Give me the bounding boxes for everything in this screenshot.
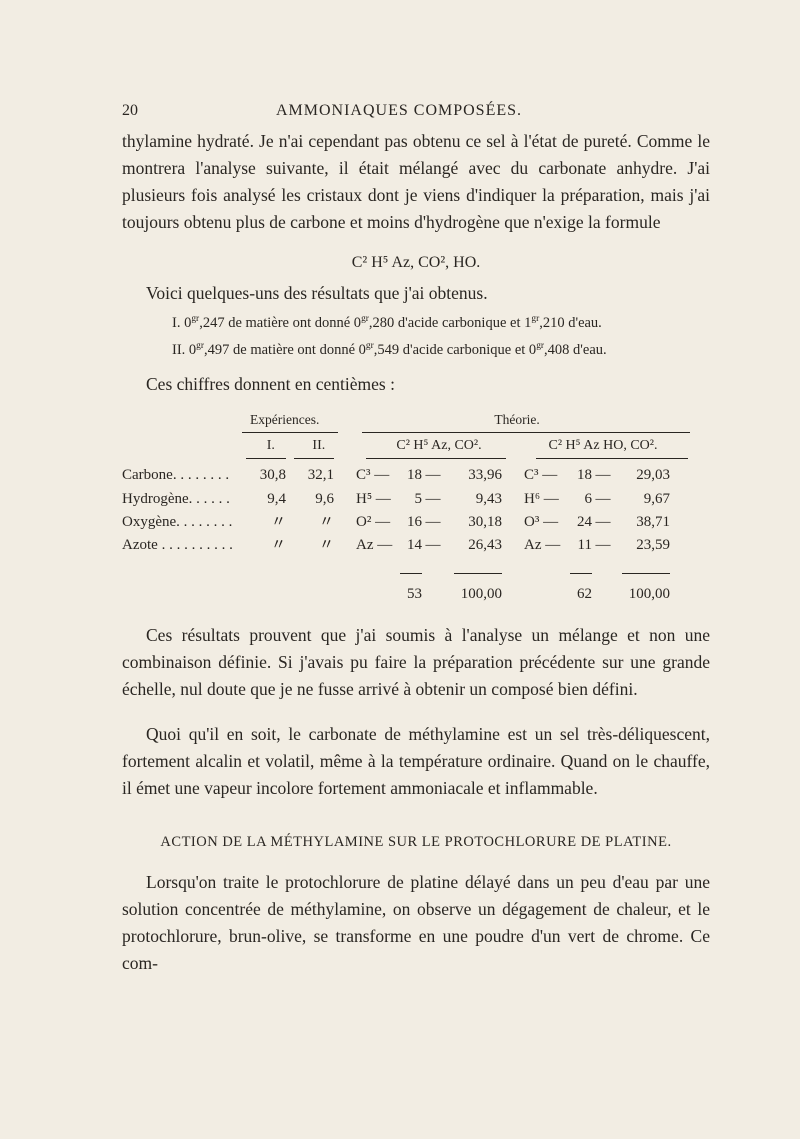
- paragraph-6: Lorsqu'on traite le protochlorure de pla…: [122, 869, 710, 978]
- paragraph-5: Quoi qu'il en soit, le carbonate de méth…: [122, 721, 710, 802]
- paragraph-3: Ces chiffres donnent en centièmes :: [122, 371, 710, 398]
- subhead-theorie: Théorie.: [494, 412, 539, 428]
- col-theory-2: C² H⁵ Az HO, CO².: [530, 438, 676, 454]
- col-II: II.: [312, 438, 325, 454]
- formula: C² H⁵ Az, CO², HO.: [122, 254, 710, 272]
- section-title: ACTION DE LA MÉTHYLAMINE SUR LE PROTOCHL…: [122, 834, 710, 851]
- paragraph-4: Ces résultats prouvent que j'ai soumis à…: [122, 622, 710, 703]
- col-theory-1: C² H⁵ Az, CO².: [374, 438, 504, 454]
- experiment-item-1: I. 0gr,247 de matière ont donné 0gr,280 …: [172, 313, 710, 334]
- table-row: Carbone. . . . . . . . 30,8 32,1 C³ — 18…: [122, 464, 710, 487]
- experiment-item-2: II. 0gr,497 de matière ont donné 0gr,549…: [172, 340, 710, 361]
- running-title: AMMONIAQUES COMPOSÉES.: [108, 102, 690, 120]
- subhead-experiences: Expériences.: [250, 412, 319, 428]
- paragraph-2: Voici quelques-uns des résultats que j'a…: [122, 280, 710, 307]
- col-I: I.: [267, 438, 275, 454]
- table-totals: 53 100,00 62 100,00: [122, 583, 710, 606]
- paragraph-1: thylamine hydraté. Je n'ai cependant pas…: [122, 128, 710, 237]
- table-row: Oxygène. . . . . . . . 〃 〃 O² — 16 — 30,…: [122, 511, 710, 534]
- table-row: Hydrogène. . . . . . 9,4 9,6 H⁵ — 5 — 9,…: [122, 488, 710, 511]
- data-table: Carbone. . . . . . . . 30,8 32,1 C³ — 18…: [122, 464, 710, 606]
- table-row: Azote . . . . . . . . . . 〃 〃 Az — 14 — …: [122, 534, 710, 557]
